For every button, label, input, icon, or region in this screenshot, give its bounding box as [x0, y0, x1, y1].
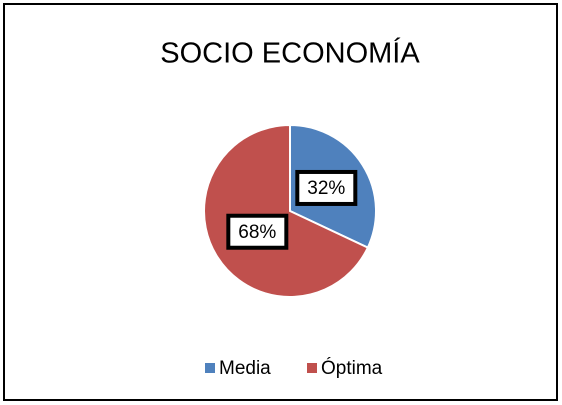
pie-slice [203, 123, 370, 298]
data-label-box [295, 169, 358, 206]
data-label-box [226, 213, 289, 250]
legend-label: Media [219, 358, 271, 379]
legend-swatch [307, 363, 317, 373]
data-label: 32% [307, 178, 345, 199]
legend-swatch [205, 363, 215, 373]
legend-label: Óptima [321, 357, 383, 379]
chart-title: SOCIO ECONOMÍA [160, 37, 420, 70]
data-label: 68% [238, 222, 276, 243]
